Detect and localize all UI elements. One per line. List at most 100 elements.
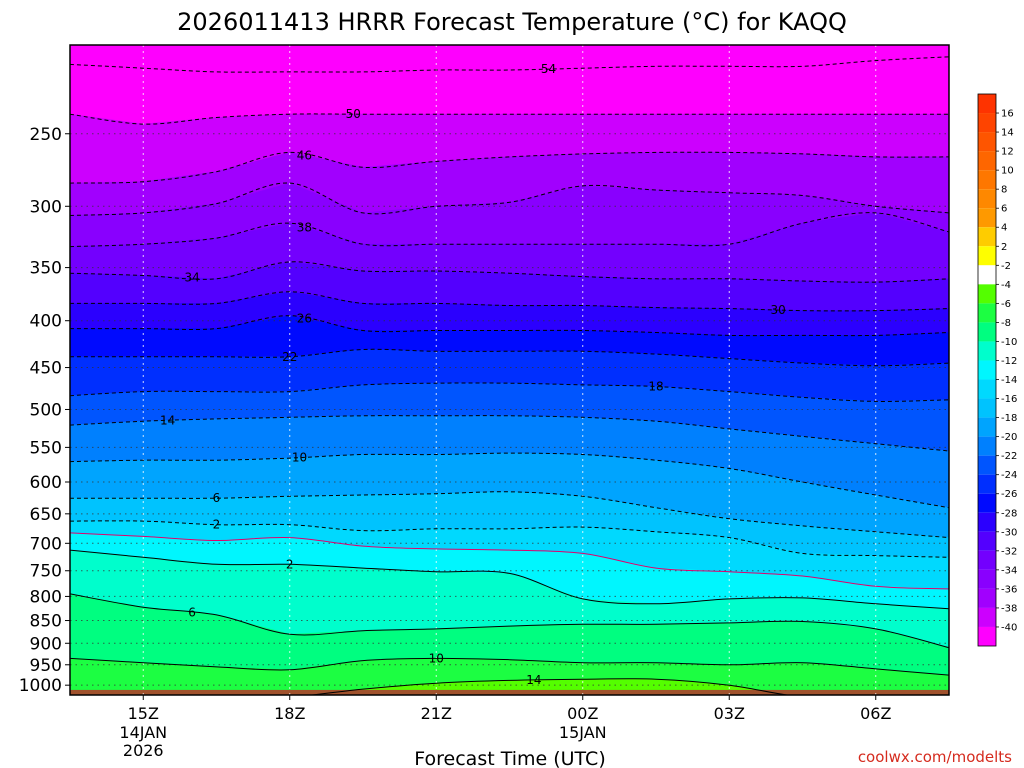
y-tick-label: 700 [30,534,62,554]
credit-text: coolwx.com/modelts [858,748,1012,766]
colorbar-label: -28 [1001,508,1017,519]
contour-line [70,549,949,610]
colorbar-segment [978,151,996,171]
y-tick-label: 500 [30,400,62,420]
colorbar-label: 12 [1001,147,1014,158]
y-tick-label: 900 [30,634,62,654]
colorbar-label: 8 [1001,185,1007,196]
colorbar-label: 6 [1001,204,1007,215]
colorbar-segment [978,474,996,494]
colorbar-frame [977,93,997,647]
colorbar-segment [978,189,996,209]
colorbar-label: 14 [1001,128,1014,139]
colorbar-segment [978,341,996,361]
colorbar-label: -2 [1001,261,1011,272]
x-tick-year: 2026 [123,741,164,760]
colorbar-label: -30 [1001,527,1017,538]
colorbar-label: -34 [1001,565,1017,576]
y-tick-label: 750 [30,562,62,582]
colorbar-label: -36 [1001,584,1017,595]
x-tick-label: 18Z [274,704,305,723]
colorbar-segment [978,531,996,551]
y-axis: 2503003504004505005506006507007508008509… [19,125,70,696]
colorbar-label: -40 [1001,622,1017,633]
colorbar-segment [978,94,996,114]
contour-label: 6 [213,491,221,505]
contour-line [70,261,949,283]
x-tick-label: 15Z [128,704,159,723]
contour-label: 14 [160,413,175,427]
colorbar-segment [978,265,996,285]
contour-line [70,532,949,590]
colorbar-segment [978,607,996,627]
colorbar-label: -18 [1001,413,1017,424]
plot-area [70,45,949,695]
contour-line [70,151,949,184]
colorbar-segment [978,626,996,646]
colorbar-segment [978,170,996,190]
x-tick-label: 21Z [421,704,452,723]
colorbar-label: 4 [1001,223,1007,234]
x-tick-date: 14JAN [119,723,167,742]
contour-label: 30 [770,303,785,317]
colorbar-segment [978,227,996,247]
x-axis-label: Forecast Time (UTC) [414,748,605,768]
y-tick-label: 350 [30,259,62,279]
colorbar-segment [978,493,996,513]
colorbar-label: 2 [1001,242,1007,253]
contour-label: 2 [213,518,221,532]
contour-line [307,678,791,695]
y-tick-label: 450 [30,359,62,379]
colorbar-segment [978,398,996,418]
colorbar-label: -22 [1001,451,1017,462]
y-tick-label: 400 [30,312,62,332]
colorbar-segment [978,417,996,437]
colorbar-label: -38 [1001,603,1017,614]
colorbar-label: -6 [1001,299,1011,310]
contour-label: 2 [286,557,294,571]
contour-line [70,315,949,337]
contour-line [70,291,949,312]
contour-line [70,113,949,125]
contour-line [70,593,949,649]
contour-label: 18 [648,380,663,394]
colorbar-segment [978,455,996,475]
y-tick-label: 250 [30,125,62,145]
colorbar-label: -16 [1001,394,1017,405]
colorbar-segment [978,550,996,570]
colorbar-label: -8 [1001,318,1011,329]
colorbar-label: -10 [1001,337,1017,348]
colorbar-label: 16 [1001,109,1014,120]
y-tick-label: 650 [30,505,62,525]
contour-label: 46 [297,148,312,162]
colorbar-segment [978,208,996,228]
colorbar-segment [978,379,996,399]
colorbar-segment [978,512,996,532]
contour-label: 22 [282,350,297,364]
colorbar-segment [978,284,996,304]
colorbar-segment [978,569,996,589]
contour-label: 10 [429,651,444,665]
colorbar-segment [978,588,996,608]
colorbar-label: -26 [1001,489,1017,500]
y-tick-label: 600 [30,473,62,493]
contour-line [70,520,949,558]
colorbar-segment [978,246,996,266]
contour-line [70,212,949,248]
contour-label: 50 [346,107,361,121]
contour-label: 14 [526,673,541,687]
colorbar-segment [978,322,996,342]
contour-label: 34 [184,271,199,285]
y-tick-label: 800 [30,587,62,607]
colorbar-label: -14 [1001,375,1017,386]
plot-frame [69,44,950,696]
contour-label: 10 [292,451,307,465]
contour-label: 38 [297,220,312,234]
colorbar-segment [978,113,996,133]
chart-title: 2026011413 HRRR Forecast Temperature (°C… [177,8,847,36]
colorbar-label: -20 [1001,432,1017,443]
colorbar-segment [978,436,996,456]
y-tick-label: 550 [30,438,62,458]
